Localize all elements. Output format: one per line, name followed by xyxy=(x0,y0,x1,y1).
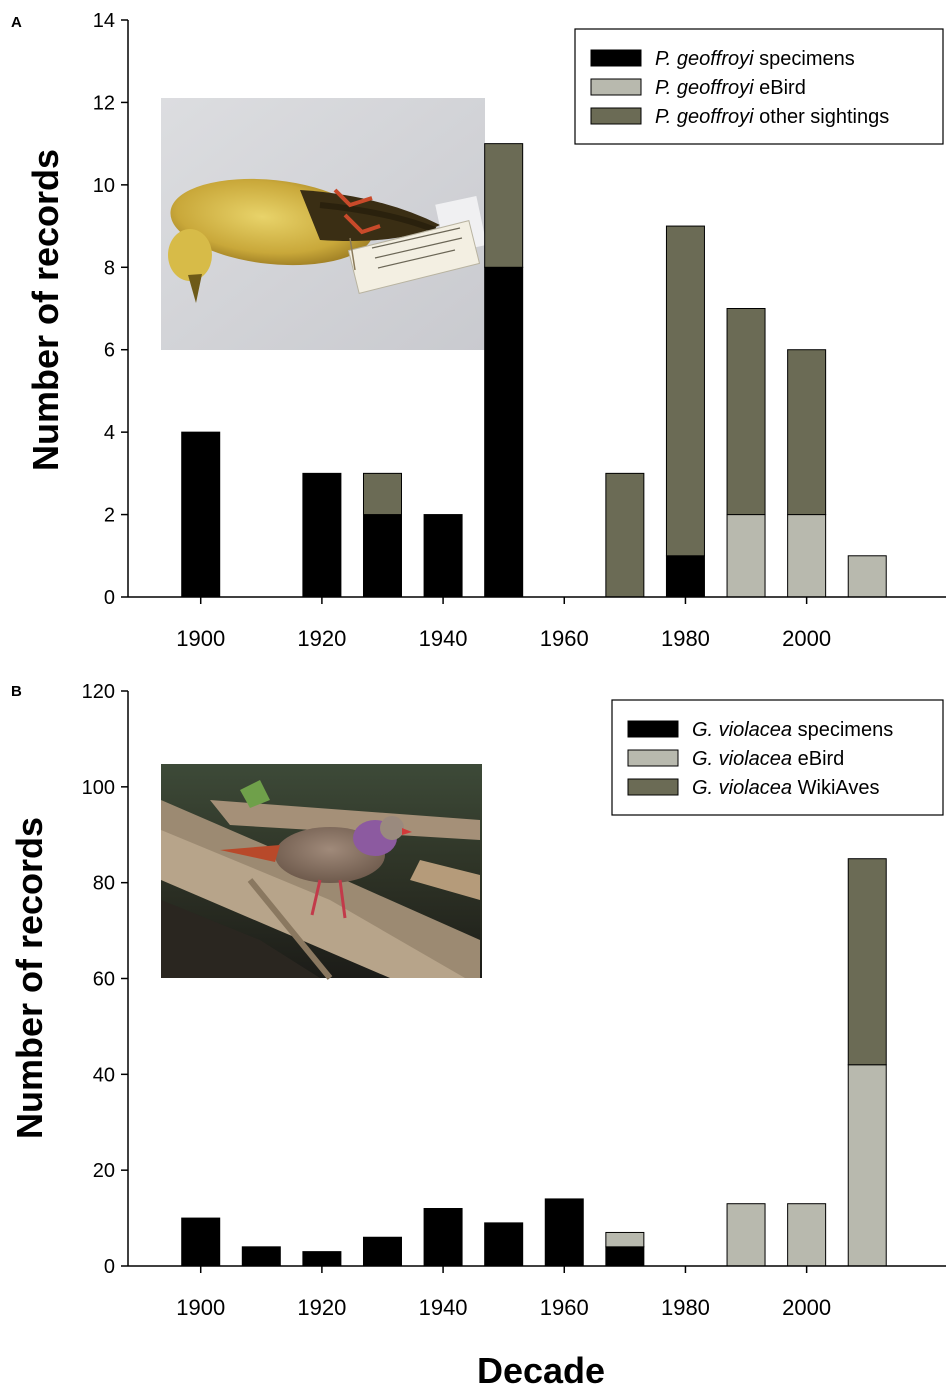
y-tick-label: 6 xyxy=(104,340,115,362)
bar-ebird-2010 xyxy=(847,555,887,598)
y-tick-label: 0 xyxy=(104,587,115,609)
bar-specimens-1940 xyxy=(423,1208,463,1267)
legend-entry-ebird: G. violacea eBird xyxy=(692,748,844,770)
bar-specimens-1920 xyxy=(302,1251,342,1267)
legend-swatch-ebird xyxy=(590,78,642,96)
bird-specimen-photo xyxy=(161,98,487,350)
bar-ebird-2000 xyxy=(787,514,827,598)
bar-specimens-1930 xyxy=(362,1236,402,1267)
panel-a-ylabel: Number of records xyxy=(25,149,66,471)
bar-specimens-1910 xyxy=(241,1246,281,1267)
legend-swatch-wikiaves xyxy=(627,778,679,796)
legend-entry-wikiaves: G. violacea WikiAves xyxy=(692,777,879,799)
bar-other-1970 xyxy=(605,472,645,598)
panel-b-letter: B xyxy=(11,683,22,700)
x-tick-label: 1980 xyxy=(661,626,710,651)
bar-specimens-1900 xyxy=(181,1217,221,1267)
bar-specimens-1960 xyxy=(544,1198,584,1267)
bar-ebird-1990 xyxy=(726,514,766,598)
bar-specimens-1920 xyxy=(302,472,342,598)
x-tick-label: 1940 xyxy=(419,1295,468,1320)
y-tick-label: 0 xyxy=(104,1256,115,1278)
y-tick-label: 10 xyxy=(93,175,115,197)
bar-specimens-1950 xyxy=(484,1222,524,1267)
bar-ebird-1970 xyxy=(605,1231,645,1248)
bar-specimens-1930 xyxy=(362,514,402,598)
bar-other-1930 xyxy=(362,472,402,516)
panel-a-letter: A xyxy=(11,14,22,31)
y-tick-label: 4 xyxy=(104,422,115,444)
x-tick-label: 1940 xyxy=(419,626,468,651)
x-tick-label: 1920 xyxy=(297,626,346,651)
panel-b-legend: G. violacea specimens G. violacea eBird … xyxy=(611,699,944,816)
y-tick-label: 100 xyxy=(82,777,115,799)
x-tick-label: 1900 xyxy=(176,626,225,651)
legend-swatch-specimens xyxy=(627,720,679,738)
panel-b-bars xyxy=(181,858,887,1267)
legend-swatch-ebird xyxy=(627,749,679,767)
x-tick-label: 2000 xyxy=(782,1295,831,1320)
y-tick-label: 2 xyxy=(104,505,115,527)
bar-ebird-2000 xyxy=(787,1203,827,1267)
x-tick-label: 1960 xyxy=(540,626,589,651)
bar-ebird-2010 xyxy=(847,1064,887,1267)
y-tick-label: 120 xyxy=(82,681,115,703)
legend-entry-ebird: P. geoffroyi eBird xyxy=(655,77,806,99)
bar-specimens-1970 xyxy=(605,1246,645,1267)
legend-entry-specimens: G. violacea specimens xyxy=(692,719,893,741)
panel-a-bars xyxy=(181,143,887,598)
x-axis-title: Decade xyxy=(477,1350,605,1390)
y-tick-label: 8 xyxy=(104,257,115,279)
bar-other-1950 xyxy=(484,143,524,268)
y-tick-label: 12 xyxy=(93,92,115,114)
bar-other-2010 xyxy=(847,858,887,1066)
panel-b: B Number of records 0 20 40 60 80 100 120 1900… xyxy=(9,681,946,1320)
live-dove-photo xyxy=(161,764,482,980)
panel-b-ylabel: Number of records xyxy=(9,817,50,1139)
x-tick-label: 1980 xyxy=(661,1295,710,1320)
panel-a-xticks: 1900 1920 1940 1960 1980 2000 xyxy=(176,597,831,651)
x-tick-label: 1960 xyxy=(540,1295,589,1320)
panel-a: A Number of records 0 2 4 6 8 10 12 14 1900 1920… xyxy=(11,10,946,651)
y-tick-label: 40 xyxy=(93,1064,115,1086)
bar-ebird-1990 xyxy=(726,1203,766,1267)
bar-specimens-1950 xyxy=(484,266,524,598)
y-tick-label: 60 xyxy=(93,969,115,991)
bar-other-1980 xyxy=(665,225,705,557)
x-tick-label: 2000 xyxy=(782,626,831,651)
legend-entry-other-sightings: P. geoffroyi other sightings xyxy=(655,106,889,128)
legend-entry-specimens: P. geoffroyi specimens xyxy=(655,48,855,70)
bar-specimens-1980 xyxy=(665,555,705,598)
bar-other-2000 xyxy=(787,349,827,516)
y-tick-label: 14 xyxy=(93,10,115,32)
panel-a-legend: P. geoffroyi specimens P. geoffroyi eBir… xyxy=(574,28,944,145)
panel-b-xticks: 1900 1920 1940 1960 1980 2000 xyxy=(176,1266,831,1320)
x-tick-label: 1920 xyxy=(297,1295,346,1320)
panel-b-yticks: 0 20 40 60 80 100 120 xyxy=(82,681,128,1278)
bar-specimens-1940 xyxy=(423,514,463,598)
x-tick-label: 1900 xyxy=(176,1295,225,1320)
legend-swatch-specimens xyxy=(590,49,642,67)
y-tick-label: 80 xyxy=(93,873,115,895)
panel-a-yticks: 0 2 4 6 8 10 12 14 xyxy=(93,10,128,609)
y-tick-label: 20 xyxy=(93,1160,115,1182)
bar-other-1990 xyxy=(726,308,766,516)
bar-specimens-1900 xyxy=(181,431,221,598)
legend-swatch-other-sightings xyxy=(590,107,642,125)
